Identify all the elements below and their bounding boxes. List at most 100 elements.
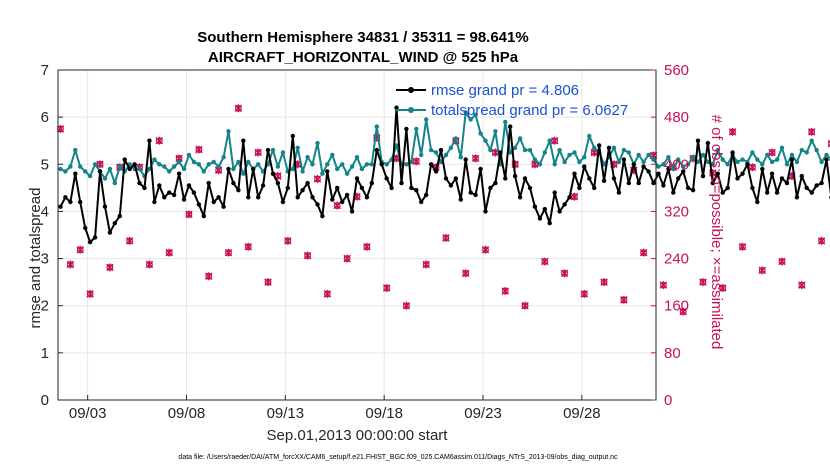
series-point-rmse (483, 209, 488, 214)
series-point-totalspread (483, 138, 488, 143)
series-point-totalspread (661, 162, 666, 167)
series-point-totalspread (349, 164, 355, 169)
legend-rmse-label: rmse grand pr = 4.806 (431, 82, 579, 99)
obs-assimilated-marker (402, 301, 411, 310)
series-point-rmse (354, 176, 360, 181)
obs-assimilated-marker (461, 269, 470, 278)
series-point-rmse (765, 190, 770, 195)
right-tick-label: 240 (664, 251, 689, 268)
legend-totalspread-label: totalspread grand pr = 6.0627 (431, 102, 628, 119)
series-point-rmse (750, 185, 755, 191)
series-point-totalspread (666, 155, 671, 160)
series-point-rmse (300, 188, 305, 193)
series-point-rmse (122, 157, 127, 162)
x-axis: 09/03 09/08 09/13 09/18 09/23 09/28 (69, 395, 601, 422)
series-point-totalspread (651, 157, 656, 162)
series-point-totalspread (611, 145, 617, 150)
series-point-rmse (814, 183, 819, 188)
series-point-rmse (340, 199, 345, 205)
series-point-rmse (369, 180, 374, 186)
series-point-rmse (112, 221, 118, 226)
obs-assimilated-marker (195, 145, 203, 154)
series-point-totalspread (557, 147, 562, 153)
series-point-totalspread (552, 162, 557, 167)
series-point-totalspread (463, 110, 468, 115)
series-point-totalspread (216, 164, 221, 169)
series-point-totalspread (335, 166, 340, 172)
series-point-totalspread (646, 152, 651, 158)
series-lines (58, 105, 830, 245)
series-point-totalspread (409, 159, 414, 165)
series-point-totalspread (636, 152, 641, 158)
series-point-rmse (320, 213, 325, 219)
obs-assimilated-marker (86, 289, 94, 298)
series-point-totalspread (804, 150, 809, 155)
series-point-rmse (265, 147, 271, 153)
obs-assimilated-marker (185, 210, 193, 219)
series-point-totalspread (587, 133, 592, 139)
obs-assimilated-marker (580, 289, 589, 298)
series-point-totalspread (78, 164, 83, 169)
series-point-rmse (799, 173, 804, 179)
chart-title-line2: AIRCRAFT_HORIZONTAL_WIND @ 525 hPa (208, 49, 519, 66)
series-point-totalspread (473, 112, 478, 118)
series-point-rmse (157, 183, 162, 188)
legend-totalspread-marker (408, 107, 414, 113)
series-point-totalspread (621, 147, 627, 153)
series-point-totalspread (305, 155, 310, 160)
series-point-totalspread (700, 152, 706, 158)
series-point-totalspread (542, 150, 547, 155)
data-file-footnote: data file: /Users/raeder/DAI/ATM_forcXX/… (178, 454, 618, 461)
right-tick-label: 320 (664, 203, 689, 220)
series-point-totalspread (508, 150, 513, 155)
obs-assimilated-marker (125, 236, 134, 245)
x-tick-label: 09/23 (464, 405, 502, 422)
series-point-totalspread (344, 171, 350, 176)
plot-frame (57, 69, 657, 401)
series-point-rmse (87, 239, 93, 245)
series-point-rmse (740, 171, 745, 176)
obs-assimilated-marker (303, 251, 312, 260)
series-point-totalspread (715, 147, 720, 153)
series-point-totalspread (705, 159, 711, 165)
series-point-rmse (221, 204, 226, 209)
x-axis-label: Sep.01,2013 00:00:00 start (267, 427, 449, 444)
series-point-totalspread (191, 159, 197, 165)
series-point-rmse (661, 183, 666, 188)
series-point-rmse (690, 188, 696, 193)
series-point-totalspread (641, 159, 646, 165)
series-point-rmse (636, 180, 641, 186)
left-tick-label: 7 (41, 62, 49, 79)
chart-title-line1: Southern Hemisphere 34831 / 35311 = 98.6… (197, 29, 528, 46)
series-point-totalspread (814, 147, 819, 153)
series-point-rmse (621, 157, 627, 162)
series-point-totalspread (404, 162, 409, 167)
series-point-rmse (102, 204, 108, 209)
series-point-totalspread (503, 119, 508, 125)
series-point-rmse (824, 157, 829, 162)
series-point-rmse (83, 225, 88, 231)
series-point-totalspread (364, 162, 370, 167)
x-tick-label: 09/28 (563, 405, 601, 422)
series-point-totalspread (87, 173, 93, 179)
obs-assimilated-marker (264, 278, 272, 287)
obs-assimilated-marker (600, 278, 608, 287)
series-point-rmse (290, 133, 295, 139)
series-point-rmse (196, 202, 202, 207)
obs-assimilated-marker (155, 136, 164, 145)
series-point-rmse (443, 176, 449, 181)
obs-assimilated-marker (827, 139, 830, 148)
series-point-rmse (592, 185, 597, 191)
series-point-rmse (167, 190, 172, 195)
series-point-rmse (745, 162, 750, 167)
obs-assimilated-marker (422, 260, 430, 269)
series-point-totalspread (493, 129, 498, 134)
obs-assimilated-marker (817, 236, 826, 245)
right-tick-label: 560 (664, 62, 689, 79)
series-point-totalspread (527, 147, 533, 153)
series-point-rmse (720, 190, 725, 195)
series-point-totalspread (241, 171, 246, 176)
series-point-rmse (63, 195, 68, 200)
series-point-totalspread (710, 162, 715, 167)
series-point-rmse (512, 173, 518, 179)
